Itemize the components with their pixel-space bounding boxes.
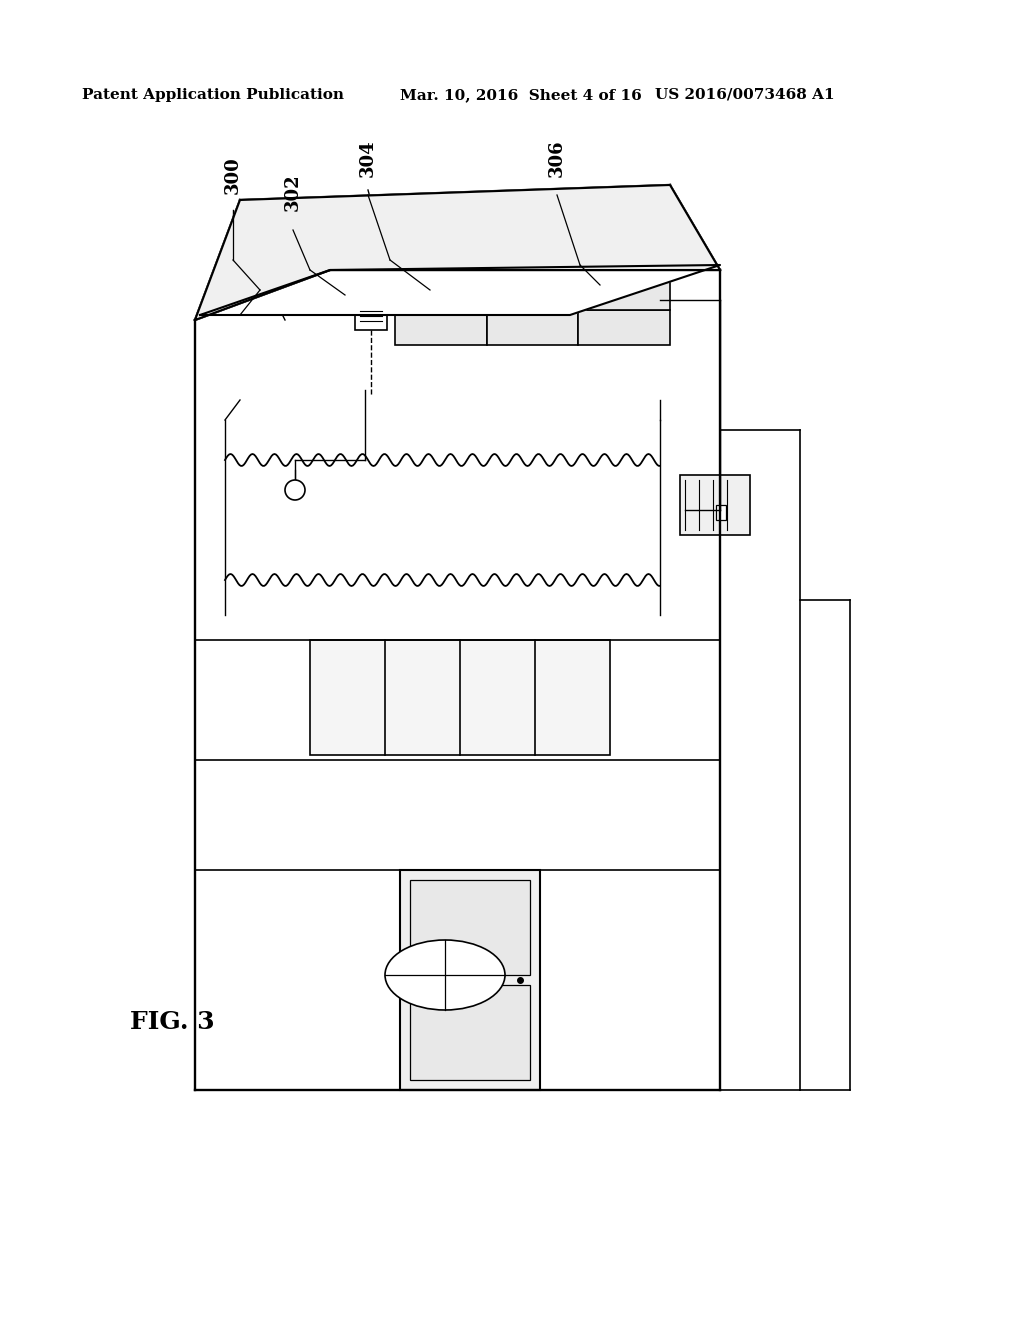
Text: FIG. 3: FIG. 3 — [130, 1010, 215, 1034]
Bar — [410, 880, 530, 975]
Text: 306: 306 — [548, 139, 566, 177]
Bar — [395, 310, 486, 345]
Text: 300: 300 — [224, 156, 242, 194]
Text: US 2016/0073468 A1: US 2016/0073468 A1 — [655, 88, 835, 102]
Bar — [716, 506, 726, 520]
Ellipse shape — [385, 940, 505, 1010]
Bar — [410, 985, 530, 1080]
Text: Mar. 10, 2016  Sheet 4 of 16: Mar. 10, 2016 Sheet 4 of 16 — [400, 88, 642, 102]
Bar — [579, 310, 670, 345]
Bar — [579, 275, 670, 310]
Text: 304: 304 — [359, 139, 377, 177]
Bar — [680, 475, 750, 535]
Text: 302: 302 — [284, 173, 302, 211]
Polygon shape — [195, 185, 720, 319]
Bar — [486, 275, 579, 310]
Polygon shape — [200, 265, 720, 315]
Circle shape — [285, 480, 305, 500]
Text: Patent Application Publication: Patent Application Publication — [82, 88, 344, 102]
Bar — [355, 302, 387, 330]
Bar — [486, 310, 579, 345]
Bar — [395, 275, 486, 310]
Bar — [310, 640, 610, 755]
Bar — [400, 870, 540, 1090]
